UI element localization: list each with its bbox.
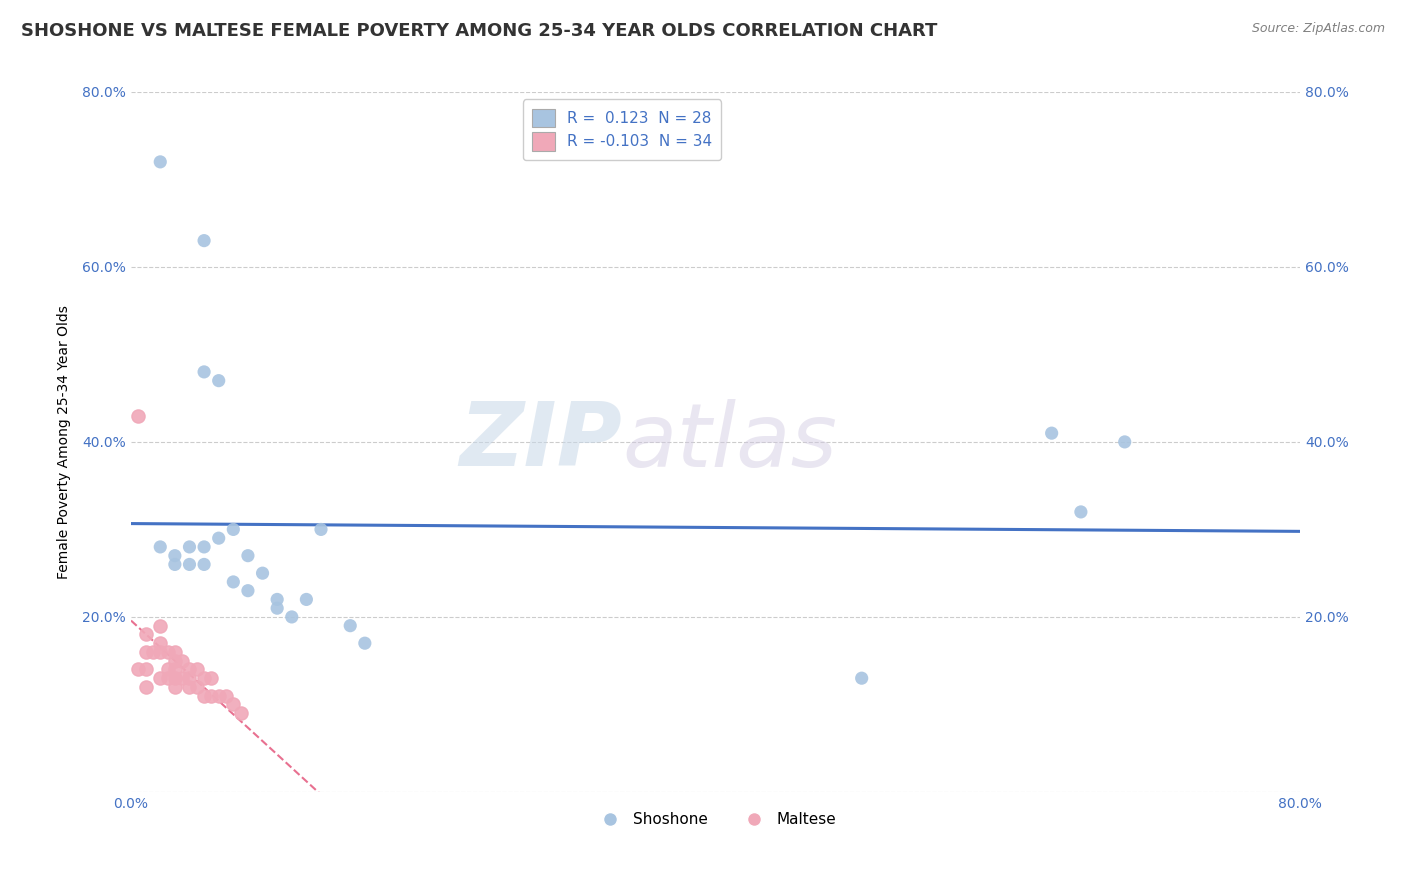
Point — [193, 365, 215, 379]
Point — [156, 662, 179, 676]
Text: Source: ZipAtlas.com: Source: ZipAtlas.com — [1251, 22, 1385, 36]
Point — [339, 618, 361, 632]
Point — [179, 680, 201, 694]
Point — [222, 523, 245, 537]
Point — [266, 601, 288, 615]
Point — [149, 618, 172, 632]
Point — [193, 558, 215, 572]
Point — [149, 645, 172, 659]
Point — [295, 592, 318, 607]
Point — [222, 698, 245, 712]
Point — [236, 583, 259, 598]
Point — [1070, 505, 1092, 519]
Point — [179, 558, 201, 572]
Point — [222, 574, 245, 589]
Point — [851, 671, 873, 685]
Point — [172, 654, 194, 668]
Point — [135, 645, 157, 659]
Point — [142, 645, 165, 659]
Point — [127, 409, 149, 423]
Point — [149, 671, 172, 685]
Point — [179, 671, 201, 685]
Point — [135, 662, 157, 676]
Point — [1114, 434, 1136, 449]
Point — [163, 654, 186, 668]
Point — [281, 610, 304, 624]
Point — [179, 662, 201, 676]
Point — [236, 549, 259, 563]
Point — [309, 523, 332, 537]
Point — [163, 645, 186, 659]
Point — [135, 680, 157, 694]
Point — [163, 680, 186, 694]
Point — [149, 636, 172, 650]
Point — [156, 671, 179, 685]
Point — [193, 234, 215, 248]
Point — [163, 549, 186, 563]
Point — [193, 540, 215, 554]
Point — [200, 689, 222, 703]
Point — [172, 671, 194, 685]
Point — [135, 627, 157, 641]
Point — [252, 566, 274, 581]
Point — [149, 540, 172, 554]
Point — [208, 374, 231, 388]
Legend: Shoshone, Maltese: Shoshone, Maltese — [589, 806, 842, 833]
Point — [163, 558, 186, 572]
Point — [1040, 426, 1063, 441]
Point — [186, 662, 208, 676]
Point — [229, 706, 252, 721]
Text: SHOSHONE VS MALTESE FEMALE POVERTY AMONG 25-34 YEAR OLDS CORRELATION CHART: SHOSHONE VS MALTESE FEMALE POVERTY AMONG… — [21, 22, 938, 40]
Point — [163, 662, 186, 676]
Point — [186, 680, 208, 694]
Point — [215, 689, 238, 703]
Point — [266, 592, 288, 607]
Point — [179, 540, 201, 554]
Text: atlas: atlas — [621, 399, 837, 485]
Point — [200, 671, 222, 685]
Point — [193, 671, 215, 685]
Point — [193, 689, 215, 703]
Point — [149, 154, 172, 169]
Point — [127, 662, 149, 676]
Text: ZIP: ZIP — [460, 399, 621, 485]
Point — [353, 636, 375, 650]
Point — [208, 531, 231, 545]
Point — [156, 645, 179, 659]
Point — [208, 689, 231, 703]
Point — [163, 671, 186, 685]
Y-axis label: Female Poverty Among 25-34 Year Olds: Female Poverty Among 25-34 Year Olds — [58, 305, 72, 579]
